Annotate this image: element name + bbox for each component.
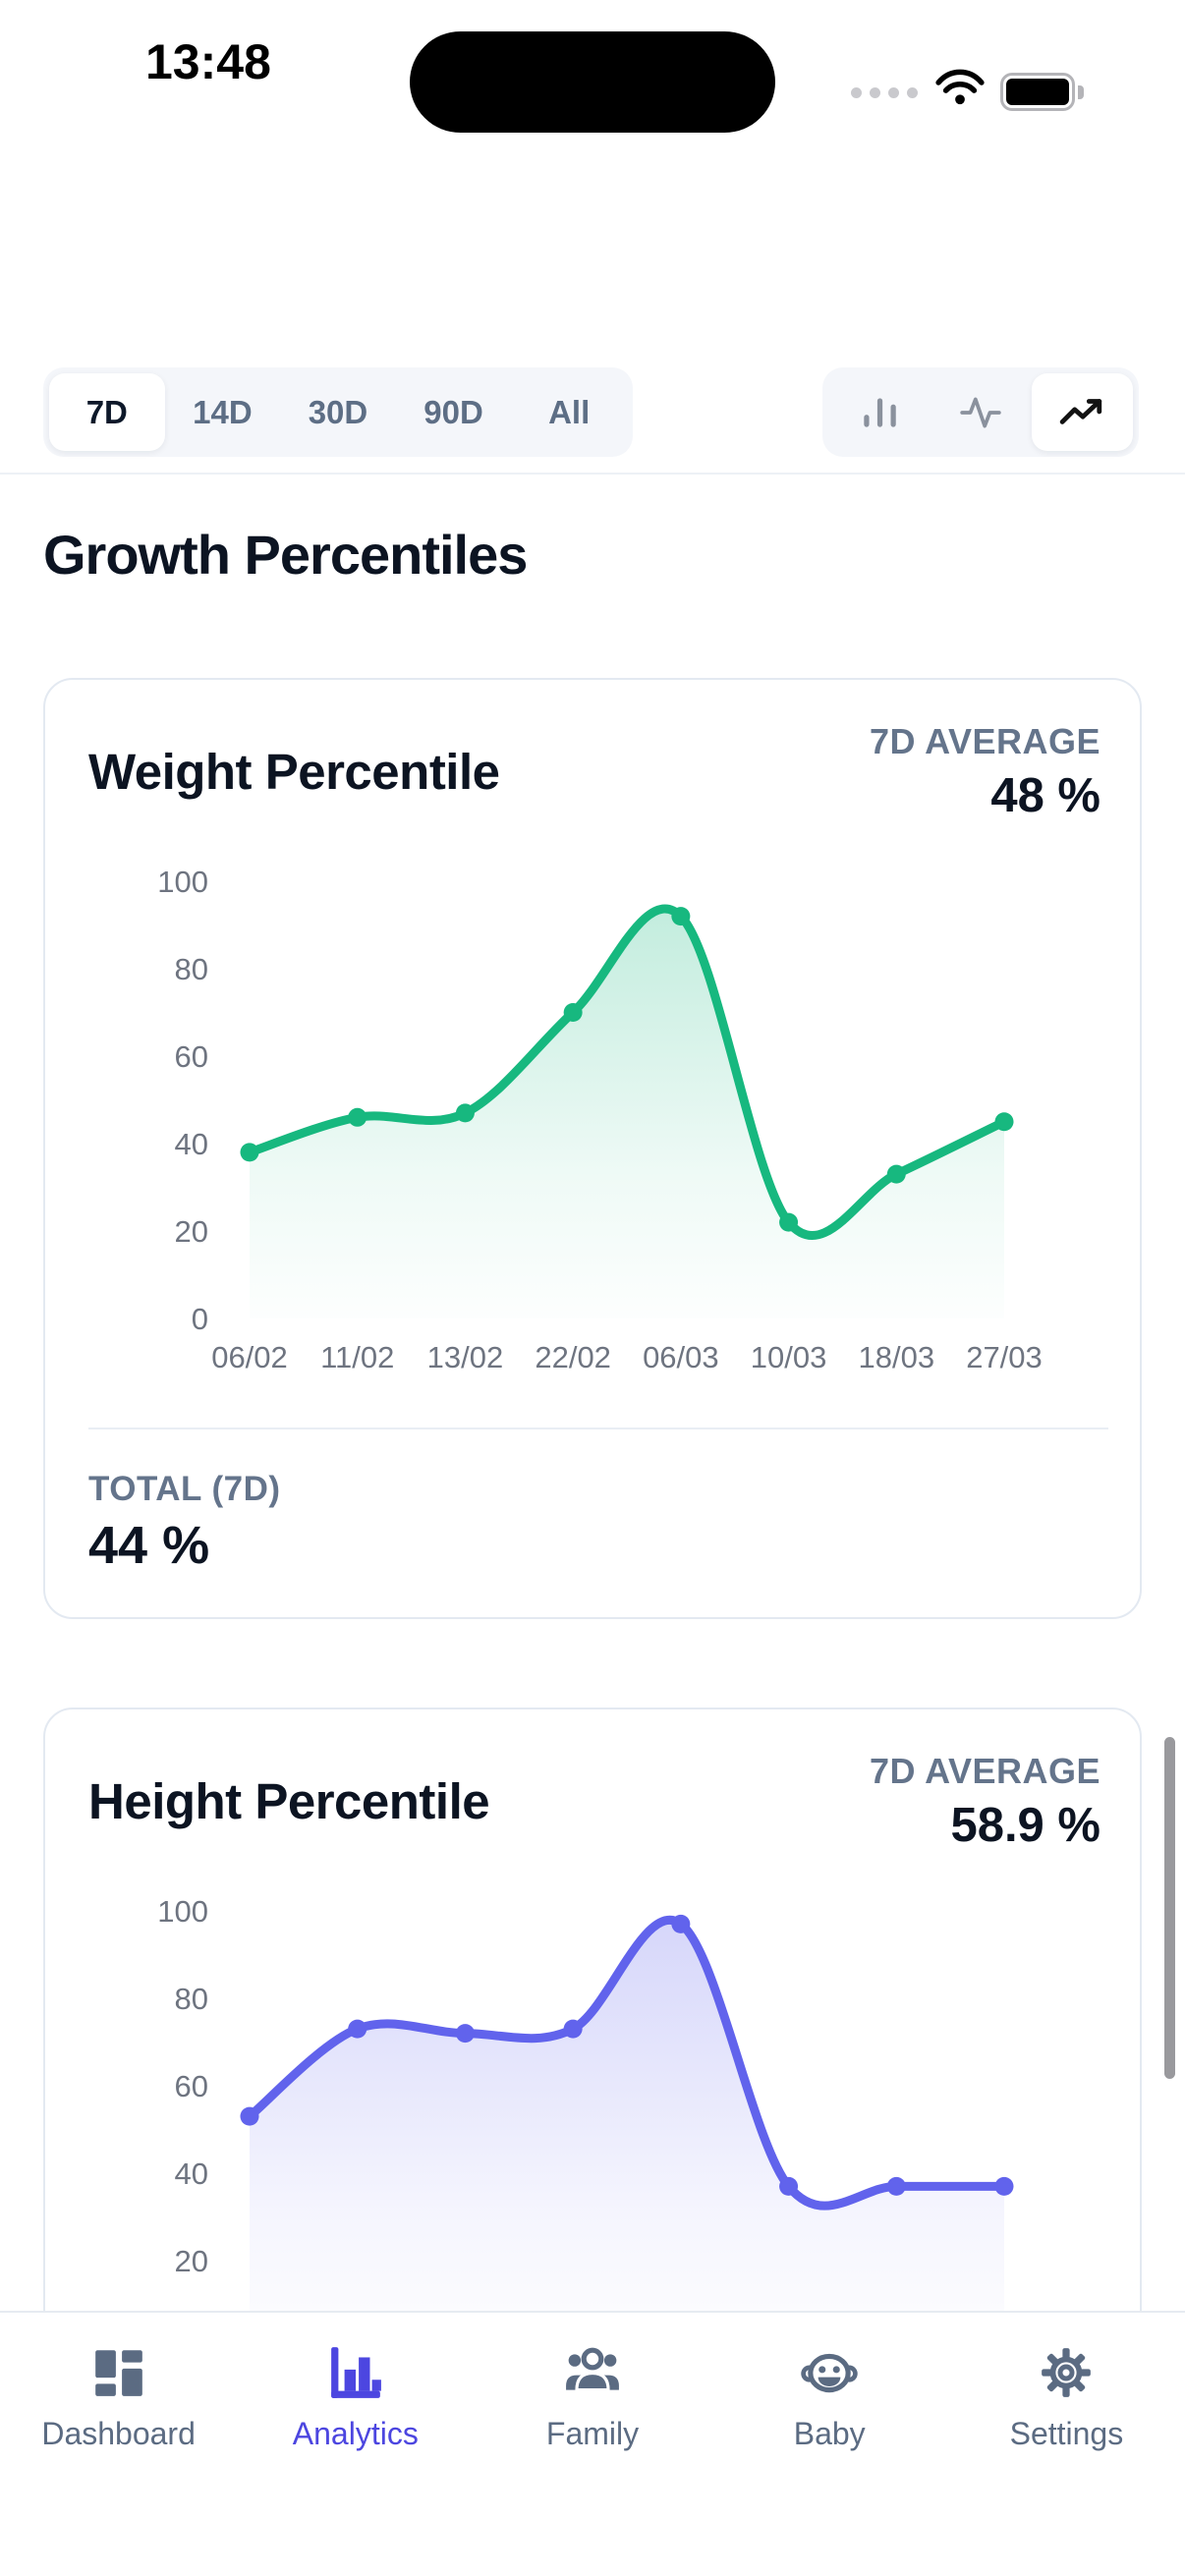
card-title: Weight Percentile — [88, 744, 500, 800]
tab-baby[interactable]: Baby — [711, 2313, 948, 2576]
svg-text:80: 80 — [175, 1982, 208, 2016]
time-range-selector: 7D 14D 30D 90D All — [43, 367, 633, 457]
status-time: 13:48 — [145, 34, 271, 89]
dynamic-island — [410, 31, 775, 133]
header-divider — [0, 473, 1185, 475]
trending-up-icon — [1060, 398, 1102, 424]
weight-percentile-card: Weight Percentile 7D AVERAGE 48 % 100 80 6… — [43, 678, 1142, 1619]
battery-icon — [1000, 73, 1075, 111]
people-group-icon — [566, 2347, 619, 2392]
cellular-signal-icon — [851, 87, 918, 98]
chart-type-trend-button[interactable] — [1031, 373, 1133, 451]
svg-text:18/03: 18/03 — [858, 1340, 934, 1374]
time-range-14d[interactable]: 14D — [193, 393, 253, 430]
tab-label: Settings — [1009, 2416, 1124, 2451]
svg-text:0: 0 — [192, 1302, 208, 1336]
chart-type-selector — [822, 367, 1139, 457]
time-range-7d[interactable]: 7D — [49, 373, 165, 451]
bottom-tab-bar: Dashboard Analytics Family — [0, 2311, 1185, 2576]
svg-text:06/03: 06/03 — [643, 1340, 719, 1374]
svg-text:11/02: 11/02 — [320, 1340, 394, 1374]
chart-type-activity-button[interactable] — [930, 373, 1031, 451]
card-header: Weight Percentile 7D AVERAGE 48 % — [88, 721, 1100, 823]
svg-text:40: 40 — [175, 1127, 208, 1161]
weight-percentile-chart: 100 80 60 40 20 006/02 11/02 13/02 22/02 06/03 10/… — [157, 865, 1043, 1374]
tab-label: Dashboard — [41, 2416, 196, 2451]
card-title: Height Percentile — [88, 1773, 490, 1829]
svg-text:22/02: 22/02 — [535, 1340, 611, 1374]
svg-text:60: 60 — [175, 1039, 208, 1074]
total-label: TOTAL (7D) — [88, 1470, 281, 1508]
time-range-90d[interactable]: 90D — [423, 393, 483, 430]
battery-nub — [1078, 85, 1084, 99]
tab-label: Analytics — [292, 2416, 419, 2451]
wifi-icon — [935, 69, 985, 105]
total-value: 44 % — [88, 1516, 210, 1575]
svg-text:40: 40 — [175, 2156, 208, 2191]
scrollbar-thumb[interactable] — [1164, 1737, 1175, 2079]
card-header: Height Percentile 7D AVERAGE 58.9 % — [88, 1751, 1100, 1853]
bar-chart-icon — [863, 397, 896, 427]
chart-type-bar-button[interactable] — [828, 373, 930, 451]
page-title: Growth Percentiles — [43, 524, 528, 586]
dashboard-grid-icon — [94, 2350, 142, 2396]
activity-icon — [960, 397, 1001, 427]
svg-text:100: 100 — [157, 865, 208, 899]
svg-text:80: 80 — [175, 952, 208, 986]
time-range-30d[interactable]: 30D — [308, 393, 368, 430]
svg-text:20: 20 — [175, 2244, 208, 2278]
average-stat-label: 7D AVERAGE — [869, 1751, 1100, 1791]
average-stat-label: 7D AVERAGE — [869, 721, 1100, 761]
card-divider — [88, 1428, 1108, 1429]
svg-text:27/03: 27/03 — [966, 1340, 1043, 1374]
tab-dashboard[interactable]: Dashboard — [0, 2313, 237, 2576]
tab-label: Baby — [793, 2416, 866, 2451]
svg-text:100: 100 — [157, 1894, 208, 1929]
average-stat: 7D AVERAGE 48 % — [870, 721, 1100, 823]
svg-text:06/02: 06/02 — [211, 1340, 288, 1374]
svg-text:13/02: 13/02 — [427, 1340, 504, 1374]
svg-text:20: 20 — [175, 1214, 208, 1249]
average-stat-value: 48 % — [990, 769, 1100, 822]
tab-analytics[interactable]: Analytics — [237, 2313, 474, 2576]
svg-text:10/03: 10/03 — [751, 1340, 827, 1374]
time-range-all[interactable]: All — [548, 393, 591, 430]
analytics-bars-icon — [330, 2347, 381, 2398]
average-stat-value: 58.9 % — [950, 1799, 1100, 1852]
average-stat: 7D AVERAGE 58.9 % — [870, 1751, 1100, 1853]
tab-family[interactable]: Family — [474, 2313, 710, 2576]
gear-icon — [1042, 2348, 1092, 2397]
tab-settings[interactable]: Settings — [948, 2313, 1185, 2576]
baby-face-icon — [801, 2353, 858, 2393]
svg-text:60: 60 — [175, 2069, 208, 2103]
tab-label: Family — [545, 2416, 640, 2451]
